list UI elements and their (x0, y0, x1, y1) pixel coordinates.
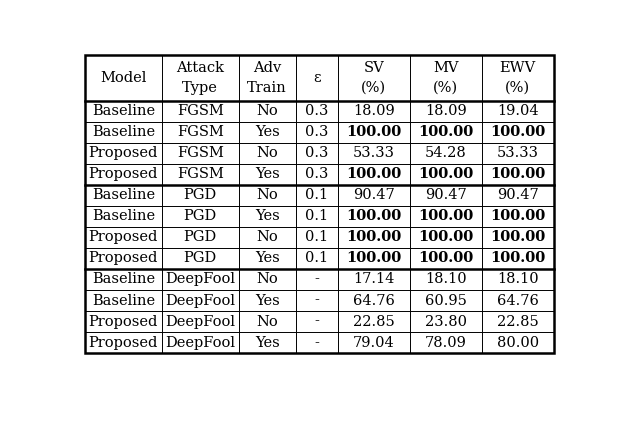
Text: -: - (314, 315, 319, 329)
Text: 0.3: 0.3 (305, 146, 328, 160)
Text: No: No (257, 315, 278, 329)
Text: ε: ε (313, 71, 321, 85)
Text: 100.00: 100.00 (346, 209, 401, 224)
Text: Proposed: Proposed (89, 251, 158, 266)
Text: 79.04: 79.04 (353, 335, 395, 350)
Text: Yes: Yes (255, 209, 280, 224)
Text: 0.1: 0.1 (305, 188, 328, 202)
Text: 100.00: 100.00 (490, 125, 545, 139)
Text: SV
(%): SV (%) (362, 61, 387, 95)
Text: Adv
Train: Adv Train (248, 61, 287, 95)
Text: 19.04: 19.04 (497, 104, 538, 118)
Text: -: - (314, 293, 319, 308)
Text: Yes: Yes (255, 167, 280, 181)
Text: FGSM: FGSM (177, 146, 224, 160)
Text: Proposed: Proposed (89, 146, 158, 160)
Text: 23.80: 23.80 (425, 315, 467, 329)
Text: PGD: PGD (184, 188, 217, 202)
Text: DeepFool: DeepFool (165, 315, 236, 329)
Text: 100.00: 100.00 (418, 125, 474, 139)
Text: No: No (257, 188, 278, 202)
Text: No: No (257, 104, 278, 118)
Text: 0.3: 0.3 (305, 167, 328, 181)
Text: 60.95: 60.95 (425, 293, 467, 308)
Text: 0.1: 0.1 (305, 209, 328, 224)
Text: Baseline: Baseline (92, 209, 155, 224)
Text: 100.00: 100.00 (346, 230, 401, 244)
Text: 90.47: 90.47 (497, 188, 539, 202)
Text: DeepFool: DeepFool (165, 273, 236, 286)
Text: 53.33: 53.33 (353, 146, 395, 160)
Text: 100.00: 100.00 (346, 125, 401, 139)
Text: 18.09: 18.09 (353, 104, 395, 118)
Bar (85, 56, 554, 353)
Text: 100.00: 100.00 (490, 251, 545, 266)
Text: 17.14: 17.14 (353, 273, 395, 286)
Text: Proposed: Proposed (89, 315, 158, 329)
Text: 0.3: 0.3 (305, 104, 328, 118)
Text: 100.00: 100.00 (346, 167, 401, 181)
Text: 78.09: 78.09 (425, 335, 467, 350)
Text: FGSM: FGSM (177, 104, 224, 118)
Text: DeepFool: DeepFool (165, 293, 236, 308)
Text: FGSM: FGSM (177, 167, 224, 181)
Text: Baseline: Baseline (92, 293, 155, 308)
Text: 80.00: 80.00 (497, 335, 539, 350)
Text: 100.00: 100.00 (418, 251, 474, 266)
Text: PGD: PGD (184, 209, 217, 224)
Text: 100.00: 100.00 (490, 167, 545, 181)
Text: 53.33: 53.33 (497, 146, 539, 160)
Text: Attack
Type: Attack Type (176, 61, 224, 95)
Text: 100.00: 100.00 (490, 209, 545, 224)
Text: 22.85: 22.85 (497, 315, 539, 329)
Text: Proposed: Proposed (89, 167, 158, 181)
Text: Model: Model (100, 71, 147, 85)
Text: No: No (257, 273, 278, 286)
Text: Baseline: Baseline (92, 104, 155, 118)
Text: 22.85: 22.85 (353, 315, 395, 329)
Text: PGD: PGD (184, 230, 217, 244)
Text: Yes: Yes (255, 335, 280, 350)
Text: No: No (257, 146, 278, 160)
Text: 54.28: 54.28 (425, 146, 467, 160)
Text: 100.00: 100.00 (418, 167, 474, 181)
Text: 64.76: 64.76 (497, 293, 539, 308)
Text: Proposed: Proposed (89, 335, 158, 350)
Text: Baseline: Baseline (92, 273, 155, 286)
Text: 0.1: 0.1 (305, 251, 328, 266)
Text: FGSM: FGSM (177, 125, 224, 139)
Text: 100.00: 100.00 (490, 230, 545, 244)
Text: -: - (314, 273, 319, 286)
Text: DeepFool: DeepFool (165, 335, 236, 350)
Text: MV
(%): MV (%) (433, 61, 458, 95)
Text: Baseline: Baseline (92, 125, 155, 139)
Text: 18.10: 18.10 (497, 273, 538, 286)
Text: 64.76: 64.76 (353, 293, 395, 308)
Text: -: - (314, 335, 319, 350)
Text: EWV
(%): EWV (%) (500, 61, 536, 95)
Text: 18.10: 18.10 (425, 273, 467, 286)
Text: PGD: PGD (184, 251, 217, 266)
Text: 18.09: 18.09 (425, 104, 467, 118)
Text: 0.1: 0.1 (305, 230, 328, 244)
Text: 90.47: 90.47 (353, 188, 395, 202)
Text: No: No (257, 230, 278, 244)
Text: 100.00: 100.00 (418, 230, 474, 244)
Text: Yes: Yes (255, 125, 280, 139)
Text: Baseline: Baseline (92, 188, 155, 202)
Text: Proposed: Proposed (89, 230, 158, 244)
Text: 100.00: 100.00 (418, 209, 474, 224)
Text: 90.47: 90.47 (425, 188, 467, 202)
Text: 0.3: 0.3 (305, 125, 328, 139)
Text: 100.00: 100.00 (346, 251, 401, 266)
Text: Yes: Yes (255, 293, 280, 308)
Text: Yes: Yes (255, 251, 280, 266)
